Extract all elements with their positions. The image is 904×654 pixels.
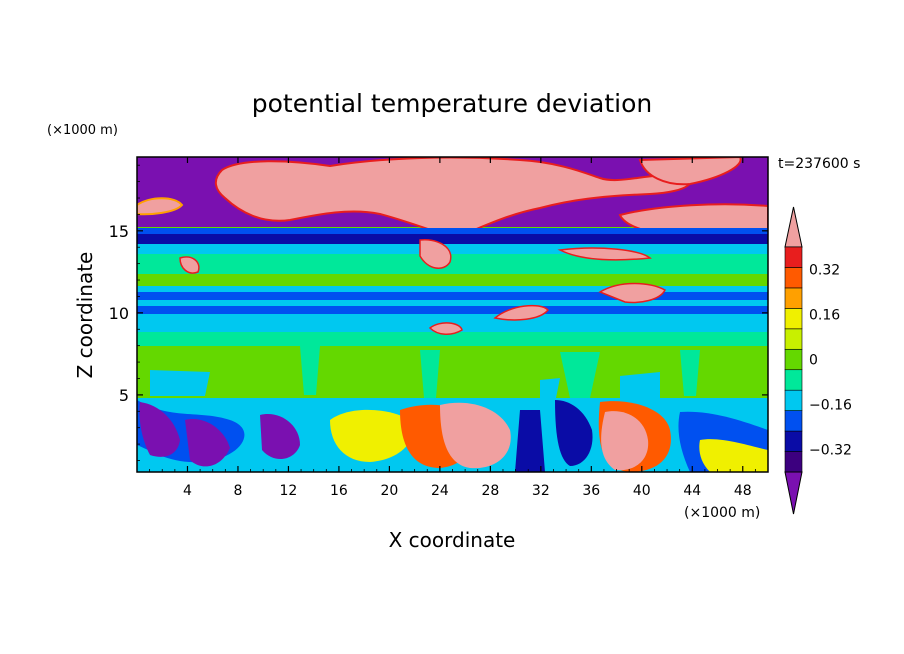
band-b [137, 254, 768, 274]
x-tick-label-3: 16 [330, 483, 348, 499]
colorbar-label-2: 0 [809, 353, 818, 369]
colorbar-segment-0 [784, 451, 803, 473]
plot-area [137, 157, 768, 472]
colorbar-label-3: −0.16 [809, 398, 852, 414]
band-15km [137, 228, 768, 234]
colorbar-segment-8 [784, 287, 803, 309]
lower-yellow-right [699, 439, 768, 472]
x-tick-label-11: 48 [734, 483, 752, 499]
x-tick-label-0: 4 [183, 483, 192, 499]
x-tick-label-4: 20 [380, 483, 398, 499]
y-tick-label-0: 5 [119, 386, 129, 405]
streak-cyan-2 [150, 370, 660, 398]
band-a [137, 244, 768, 254]
x-tick-label-2: 12 [280, 483, 298, 499]
lower-pink-right [601, 411, 649, 471]
x-tick-label-10: 44 [683, 483, 701, 499]
y-axis: 5 10 15 [109, 164, 768, 461]
x-tick-label-6: 28 [481, 483, 499, 499]
band-14km [137, 234, 768, 244]
chart-title: potential temperature deviation [252, 89, 652, 118]
band-d [137, 286, 768, 292]
x-tick-label-7: 32 [532, 483, 550, 499]
time-label: t=237600 s [778, 156, 860, 172]
colorbar-segment-5 [784, 348, 803, 371]
lower-purple-mid [260, 414, 300, 460]
lower-pink-mid [440, 402, 511, 469]
colorbar-segment-9 [784, 267, 803, 289]
colorbar-segment-4 [784, 369, 803, 391]
x-axis: 4 8 12 16 20 24 28 32 36 40 44 48 [149, 157, 756, 499]
colorbar-segment-10 [784, 246, 803, 268]
colorbar-over [784, 206, 803, 248]
x-unit-label: (×1000 m) [684, 505, 760, 521]
band-e [137, 292, 768, 300]
x-axis-label: X coordinate [389, 528, 516, 552]
y-tick-label-2: 15 [109, 222, 129, 241]
y-unit-label: (×1000 m) [47, 123, 118, 138]
colorbar-label-0: 0.32 [809, 263, 840, 279]
pink-streak-mid [428, 282, 666, 335]
colorbar-segment-3 [784, 389, 803, 411]
colorbar-label-1: 0.16 [809, 308, 840, 324]
pink-streak-upper-mid [179, 238, 652, 274]
colorbar-under [784, 471, 803, 515]
band-j [137, 346, 768, 398]
x-tick-label-8: 36 [582, 483, 600, 499]
x-tick-label-9: 40 [633, 483, 651, 499]
y-tick-label-1: 10 [109, 304, 129, 323]
y-axis-label: Z coordinate [73, 252, 97, 379]
colorbar: 0.32 0.16 0 −0.16 −0.32 [784, 206, 852, 515]
band-g [137, 306, 768, 314]
colorbar-segment-1 [784, 430, 803, 452]
band-c [137, 274, 768, 286]
band-i [137, 332, 768, 346]
colorbar-segment-6 [784, 328, 803, 350]
lower-yellow-mid [330, 409, 413, 462]
lower-purple-left [139, 402, 230, 467]
upper-pink-blob-top-right [638, 157, 742, 186]
x-tick-label-1: 8 [233, 483, 242, 499]
x-tick-label-5: 24 [431, 483, 449, 499]
upper-pink-blob-left [137, 197, 184, 216]
colorbar-label-4: −0.32 [809, 443, 852, 459]
lower-blue-mid [515, 400, 593, 472]
colorbar-segment-7 [784, 308, 803, 330]
band-f [137, 300, 768, 306]
colorbar-segment-2 [784, 410, 803, 432]
